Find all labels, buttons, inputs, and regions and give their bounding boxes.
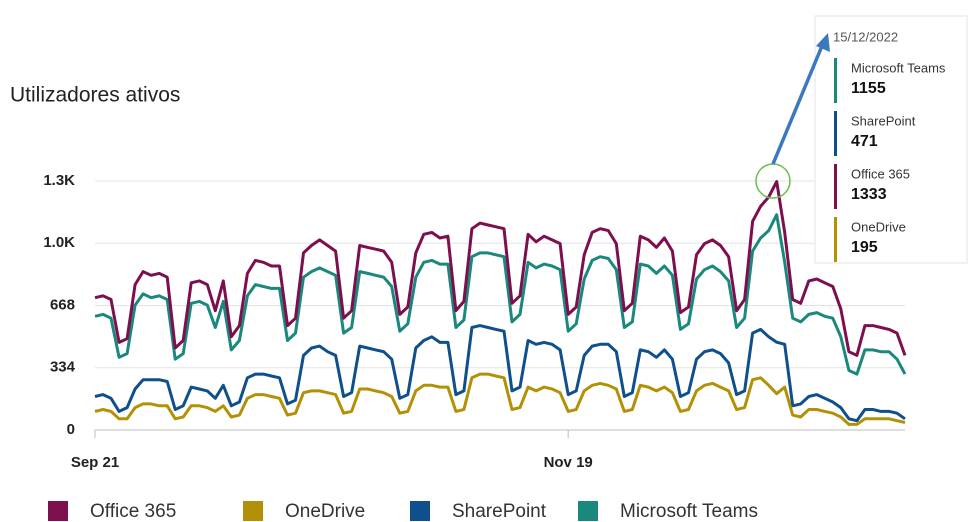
y-tick-label: 0 [67, 421, 75, 438]
y-tick-label: 1.3K [43, 172, 75, 189]
legend-swatch [410, 501, 430, 521]
legend-swatch [578, 501, 598, 521]
legend: Office 365 OneDrive SharePoint Microsoft Te… [48, 501, 758, 522]
x-tick-label: Nov 19 [544, 454, 593, 471]
tooltip-series-value: 1333 [851, 186, 887, 203]
tooltip-bar [834, 111, 837, 156]
tooltip-bar [834, 217, 837, 262]
x-tick-label: Sep 21 [71, 454, 119, 471]
tooltip-bar [834, 164, 837, 209]
lines [94, 180, 907, 426]
y-tick-label: 1.0K [43, 234, 75, 251]
tooltip-box [814, 15, 968, 264]
annotation-arrowhead [816, 33, 830, 52]
tooltip-series-name: Microsoft Teams [851, 60, 946, 75]
chart-title: Utilizadores ativos [10, 84, 180, 107]
legend-swatch [48, 501, 68, 521]
series-line [94, 180, 907, 357]
tooltip-series-value: 1155 [851, 80, 886, 97]
tooltip-series-value: 471 [851, 133, 878, 150]
tooltip-series-value: 195 [851, 239, 878, 256]
series-line [94, 213, 907, 376]
tooltip: 15/12/2022 Microsoft Teams 1155 SharePoint… [814, 15, 968, 264]
annotation-arrow [771, 45, 824, 165]
tooltip-series-name: SharePoint [851, 113, 916, 128]
series-line [94, 372, 906, 426]
legend-label: OneDrive [285, 501, 365, 522]
legend-label: Office 365 [90, 501, 176, 522]
y-tick-label: 668 [50, 296, 75, 313]
tooltip-date: 15/12/2022 [833, 29, 898, 44]
series-line [94, 324, 906, 423]
grid: 0 334 668 1.0K 1.3K Sep 21 Nov 19 [43, 172, 905, 471]
legend-label: SharePoint [452, 501, 547, 522]
tooltip-bar [834, 58, 837, 103]
tooltip-series-name: Office 365 [851, 166, 910, 181]
y-tick-label: 334 [50, 359, 76, 376]
legend-swatch [243, 501, 263, 521]
legend-label: Microsoft Teams [620, 501, 758, 522]
tooltip-series-name: OneDrive [851, 219, 906, 234]
